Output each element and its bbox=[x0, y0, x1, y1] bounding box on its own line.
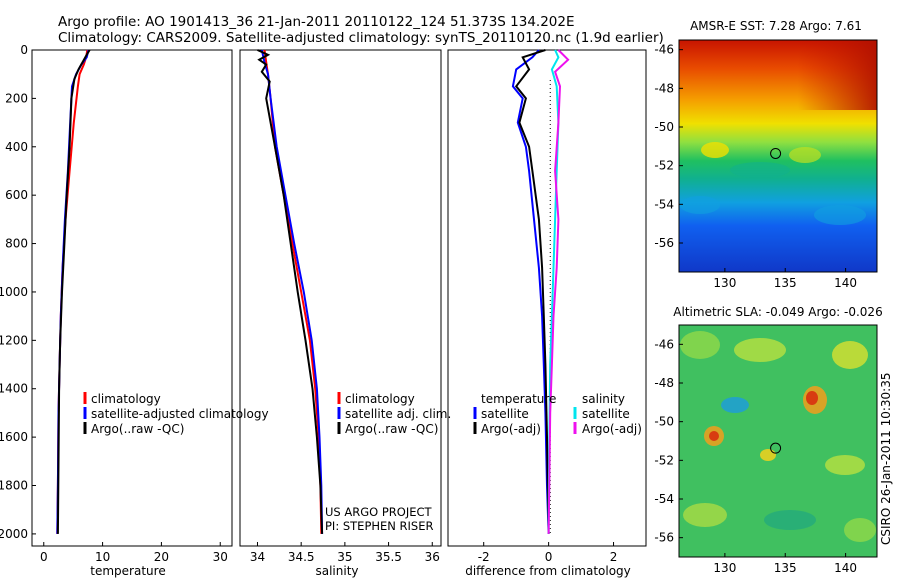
y-tick-label: 1800 bbox=[0, 479, 28, 493]
temperature-panel: 0 200 400 600 800 1000 1200 1400 1600 1800 2000 0 1… bbox=[0, 43, 269, 578]
salinity-tick-labels: 34 34.5 35 35.5 36 bbox=[250, 542, 440, 564]
map-x-tick-label: 130 bbox=[713, 276, 736, 290]
legend-label-argo: Argo(..raw -QC) bbox=[345, 422, 438, 436]
difference-tick-labels: -2 0 2 bbox=[478, 542, 618, 564]
sla-map-title: Altimetric SLA: -0.049 Argo: -0.026 bbox=[673, 305, 882, 319]
y-tick-label: 0 bbox=[20, 43, 28, 57]
x-tick-label: 10 bbox=[95, 550, 110, 564]
x-tick-label: 0 bbox=[40, 550, 48, 564]
difference-legend: temperature salinity satellite Argo(-adj… bbox=[473, 392, 642, 436]
salinity-series bbox=[257, 49, 324, 534]
map-x-tick-label: 140 bbox=[834, 276, 857, 290]
y-tick-label: 1000 bbox=[0, 285, 28, 299]
difference-xlabel: difference from climatology bbox=[465, 564, 631, 578]
legend-label-satellite: satellite-adjusted climatology bbox=[91, 407, 269, 421]
map-y-tick-label: -52 bbox=[654, 453, 674, 467]
y-tick-label: 1200 bbox=[0, 333, 28, 347]
map-y-tick-label: -48 bbox=[654, 81, 674, 95]
x-tick-label: 20 bbox=[154, 550, 169, 564]
sla-texture bbox=[680, 331, 876, 542]
legend-title-salinity: salinity bbox=[582, 392, 625, 406]
series-line-argo-adj- bbox=[514, 49, 550, 534]
map-x-tick-label: 130 bbox=[713, 561, 736, 575]
legend-label-argo: Argo(..raw -QC) bbox=[91, 422, 184, 436]
sst-warm-corner bbox=[679, 40, 877, 110]
map-y-tick-label: -50 bbox=[654, 415, 674, 429]
map-y-tick-label: -46 bbox=[654, 337, 674, 351]
legend-label-sal-satellite: satellite bbox=[582, 407, 630, 421]
map-y-tick-label: -48 bbox=[654, 376, 674, 390]
x-tick-label: 2 bbox=[610, 550, 618, 564]
sla-tick-labels: 130 135 140 -46 -48 -50 -52 -54 -56 bbox=[654, 337, 857, 575]
side-timestamp: CSIRO 26-Jan-2011 10:30:35 bbox=[879, 373, 893, 545]
y-tick-label: 200 bbox=[5, 91, 28, 105]
sst-texture bbox=[680, 142, 866, 225]
x-tick-label: 0 bbox=[545, 550, 553, 564]
project-annotation: US ARGO PROJECT bbox=[325, 505, 433, 519]
x-tick-label: 35 bbox=[337, 550, 352, 564]
profile-location-marker bbox=[770, 442, 782, 454]
sst-axes-box bbox=[678, 39, 878, 273]
difference-panel: -2 0 2 difference from climatology tempera… bbox=[447, 49, 647, 578]
temperature-axes-box bbox=[31, 49, 233, 547]
temperature-xlabel: temperature bbox=[90, 564, 165, 578]
map-y-tick-label: -50 bbox=[654, 120, 674, 134]
x-tick-label: 34.5 bbox=[288, 550, 315, 564]
y-tick-label: 800 bbox=[5, 237, 28, 251]
x-tick-label: -2 bbox=[478, 550, 490, 564]
legend-label-climatology: climatology bbox=[91, 392, 161, 406]
map-y-tick-label: -46 bbox=[654, 43, 674, 57]
y-tick-label: 2000 bbox=[0, 527, 28, 541]
series-line-argo-raw-qc- bbox=[56, 49, 91, 534]
salinity-axes-box bbox=[239, 49, 442, 547]
map-x-tick-label: 140 bbox=[834, 561, 857, 575]
difference-axes-box bbox=[447, 49, 647, 547]
sst-map-title: AMSR-E SST: 7.28 Argo: 7.61 bbox=[690, 19, 862, 33]
temperature-tick-labels: 0 10 20 30 bbox=[40, 542, 228, 564]
map-y-tick-label: -56 bbox=[654, 236, 674, 250]
salinity-panel: 34 34.5 35 35.5 36 salinity climatology sate… bbox=[239, 49, 451, 578]
sla-axes-box bbox=[678, 324, 878, 558]
map-y-tick-label: -52 bbox=[654, 159, 674, 173]
temperature-series bbox=[56, 49, 91, 534]
legend-label-climatology: climatology bbox=[345, 392, 415, 406]
map-y-tick-label: -56 bbox=[654, 531, 674, 545]
y-tick-label: 1400 bbox=[0, 382, 28, 396]
legend-title-temperature: temperature bbox=[481, 392, 556, 406]
x-tick-label: 30 bbox=[213, 550, 228, 564]
legend-label-sal-argo: Argo(-adj) bbox=[582, 422, 642, 436]
x-tick-label: 35.5 bbox=[375, 550, 402, 564]
map-y-tick-label: -54 bbox=[654, 492, 674, 506]
sla-map-panel: Altimetric SLA: -0.049 Argo: -0.026 130 1… bbox=[654, 305, 882, 575]
header-line2: Climatology: CARS2009. Satellite-adjuste… bbox=[58, 30, 664, 46]
series-line-satellite-adj-clim- bbox=[260, 49, 324, 534]
map-x-tick-label: 135 bbox=[774, 561, 797, 575]
salinity-legend: climatology satellite adj. clim. Argo(..… bbox=[337, 392, 451, 436]
map-x-tick-label: 135 bbox=[774, 276, 797, 290]
pi-annotation: PI: STEPHEN RISER bbox=[325, 519, 434, 533]
profile-location-marker bbox=[770, 147, 782, 159]
depth-tick-labels: 0 200 400 600 800 1000 1200 1400 1600 1800 2000 bbox=[0, 43, 36, 541]
series-line-argo-adj- bbox=[547, 49, 570, 534]
y-tick-label: 1600 bbox=[0, 430, 28, 444]
legend-label-satellite: satellite adj. clim. bbox=[345, 407, 451, 421]
y-tick-label: 600 bbox=[5, 188, 28, 202]
y-tick-label: 400 bbox=[5, 140, 28, 154]
salinity-xlabel: salinity bbox=[315, 564, 358, 578]
temperature-legend: climatology satellite-adjusted climatolo… bbox=[83, 392, 269, 436]
sst-map-panel: AMSR-E SST: 7.28 Argo: 7.61 130 135 140 -46… bbox=[654, 19, 878, 290]
series-line-argo-raw-qc- bbox=[257, 49, 324, 534]
header-line1: Argo profile: AO 1901413_36 21-Jan-2011 … bbox=[58, 14, 575, 30]
legend-label-temp-satellite: satellite bbox=[481, 407, 529, 421]
difference-series bbox=[511, 49, 570, 534]
map-y-tick-label: -54 bbox=[654, 197, 674, 211]
x-tick-label: 36 bbox=[425, 550, 440, 564]
series-line-satellite bbox=[511, 49, 550, 534]
x-tick-label: 34 bbox=[250, 550, 265, 564]
sst-tick-labels: 130 135 140 -46 -48 -50 -52 -54 -56 bbox=[654, 43, 857, 290]
legend-label-temp-argo: Argo(-adj) bbox=[481, 422, 541, 436]
